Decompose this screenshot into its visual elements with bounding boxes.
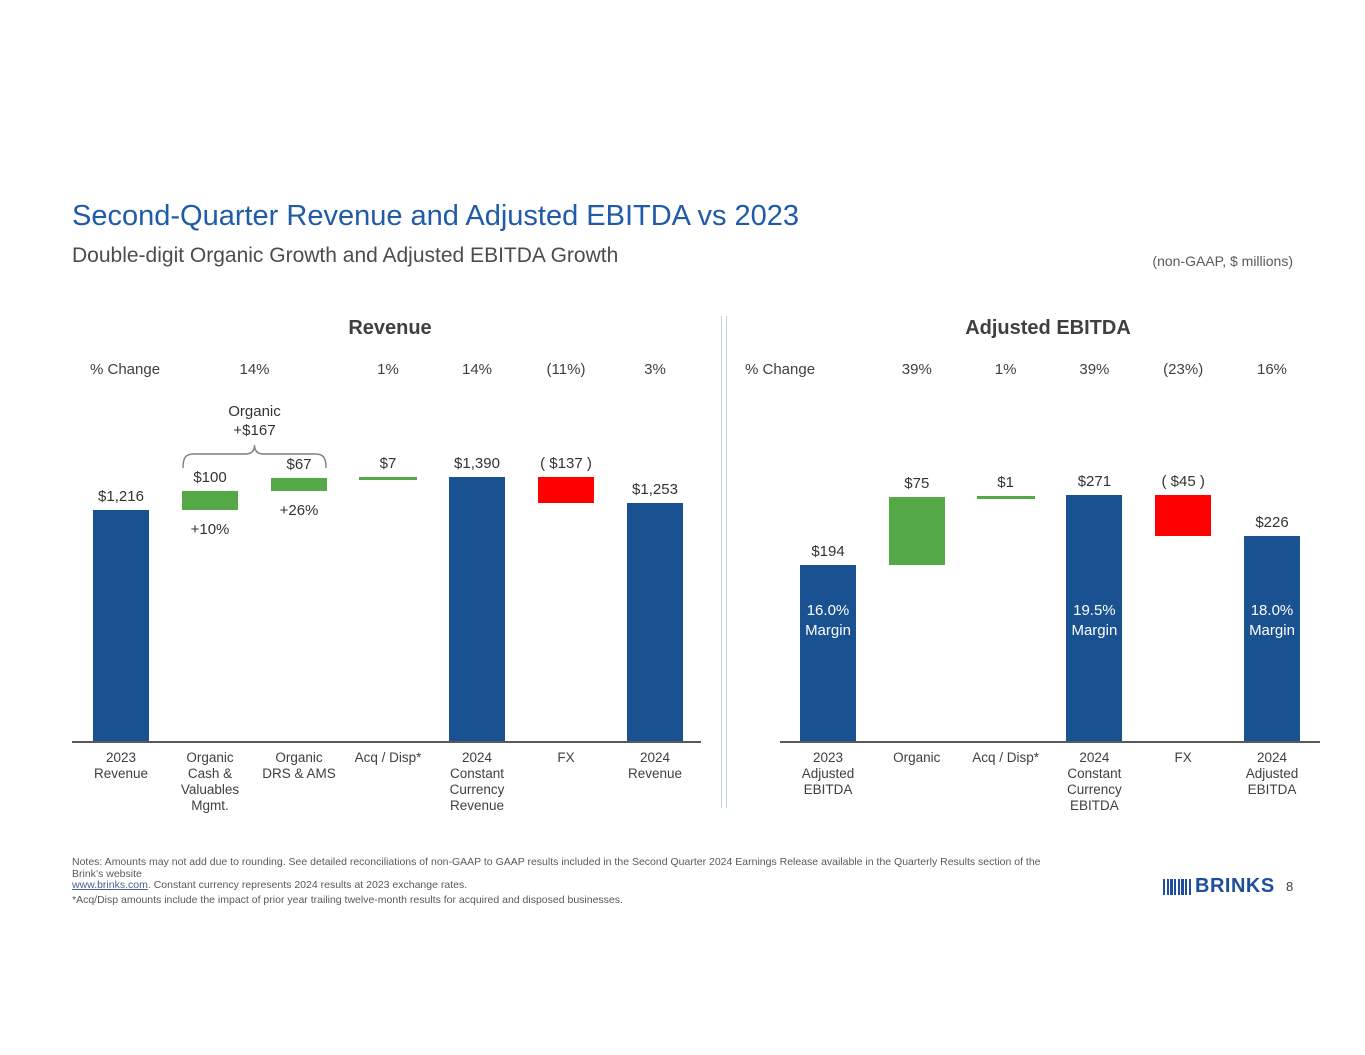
pct-change-value: (11%) — [546, 361, 586, 378]
bar-value-label: $194 — [811, 542, 845, 560]
bar-value-label: $67 — [286, 456, 312, 474]
waterfall-bar — [1244, 535, 1300, 741]
waterfall-connector-bar — [976, 495, 1035, 499]
waterfall-connector-bar — [359, 476, 417, 480]
waterfall-bar — [449, 476, 505, 741]
page-title: Second-Quarter Revenue and Adjusted EBIT… — [72, 200, 800, 232]
page-subtitle: Double-digit Organic Growth and Adjusted… — [72, 244, 619, 267]
waterfall-bar — [182, 490, 238, 510]
pct-change-value: 39% — [901, 361, 932, 378]
category-label: 2023 Revenue — [93, 750, 149, 781]
bar-value-label: $1,390 — [454, 454, 500, 472]
notes-line-2: www.brinks.com. Constant currency repres… — [72, 879, 1072, 892]
category-label: 2023 Adjusted EBITDA — [801, 750, 855, 797]
bar-value-label: $7 — [379, 454, 397, 472]
bar-margin-label: 16.0% Margin — [805, 602, 851, 639]
category-label: 2024 Constant Currency EBITDA — [1067, 750, 1122, 813]
bar-growth-sublabel: +10% — [190, 520, 230, 538]
notes-line-1: Notes: Amounts may not add due to roundi… — [72, 856, 1041, 880]
charts-divider — [721, 316, 727, 808]
pct-change-value: 14% — [461, 361, 493, 378]
category-label: FX — [1174, 750, 1192, 765]
organic-bracket-brace-icon — [182, 444, 327, 469]
pct-change-value: 14% — [239, 361, 270, 378]
chart-title: Revenue — [348, 317, 432, 339]
waterfall-bar — [93, 509, 149, 741]
waterfall-bar — [888, 496, 945, 565]
category-label: 2024 Revenue — [627, 750, 683, 781]
chart-title: Adjusted EBITDA — [965, 317, 1131, 339]
category-label: Acq / Disp* — [972, 750, 1039, 765]
pct-change-row-label: % Change — [90, 361, 161, 378]
brinks-logo-stripes-icon — [1163, 878, 1191, 895]
bar-value-label: $1 — [997, 473, 1014, 491]
category-label: 2024 Constant Currency Revenue — [449, 750, 505, 813]
pct-change-value: 1% — [994, 361, 1017, 378]
waterfall-bar — [271, 478, 327, 491]
acq-disp-footnote: *Acq/Disp amounts include the impact of … — [72, 893, 623, 906]
bar-value-label: $226 — [1255, 513, 1289, 531]
brinks-logo-wordmark: BRINKS — [1195, 875, 1275, 897]
units-note: (non-GAAP, $ millions) — [1152, 253, 1293, 269]
pct-change-row-label: % Change — [745, 361, 816, 378]
x-axis-line — [780, 741, 1320, 743]
pct-change-value: (23%) — [1163, 361, 1204, 378]
pct-change-value: 16% — [1256, 361, 1288, 378]
bar-value-label: $100 — [193, 468, 227, 486]
waterfall-bar — [800, 564, 856, 741]
waterfall-bar — [538, 476, 594, 503]
waterfall-bar — [1155, 495, 1212, 536]
bracket-label: Organic +$167 — [228, 403, 281, 439]
brinks-website-link[interactable]: www.brinks.com — [72, 879, 148, 891]
category-label: Organic Cash & Valuables Mgmt. — [180, 750, 240, 813]
bar-value-label: $1,216 — [98, 487, 144, 505]
category-label: 2024 Adjusted EBITDA — [1245, 750, 1299, 797]
pct-change-value: 1% — [377, 361, 399, 378]
category-label: FX — [557, 750, 575, 765]
category-label: Organic DRS & AMS — [262, 750, 336, 781]
notes-line-2-rest: . Constant currency represents 2024 resu… — [147, 879, 468, 891]
bar-growth-sublabel: +26% — [279, 501, 319, 519]
pct-change-value: 39% — [1079, 361, 1110, 378]
bar-value-label: $1,253 — [632, 480, 678, 498]
bar-value-label: ( $45 ) — [1161, 473, 1205, 490]
bar-value-label: ( $137 ) — [540, 454, 592, 472]
bar-margin-label: 18.0% Margin — [1249, 602, 1295, 639]
bar-value-label: $271 — [1077, 473, 1112, 490]
page-number: 8 — [1286, 879, 1294, 894]
bar-margin-label: 19.5% Margin — [1071, 602, 1118, 639]
brinks-logo: BRINKS — [1163, 875, 1275, 898]
waterfall-bar — [1066, 495, 1123, 741]
x-axis-line — [72, 741, 701, 743]
category-label: Organic — [893, 750, 941, 765]
bar-value-label: $75 — [904, 474, 930, 492]
category-label: Acq / Disp* — [354, 750, 422, 765]
pct-change-value: 3% — [644, 361, 666, 378]
waterfall-bar — [627, 502, 683, 741]
footer-notes: Notes: Amounts may not add due to roundi… — [72, 856, 1072, 906]
